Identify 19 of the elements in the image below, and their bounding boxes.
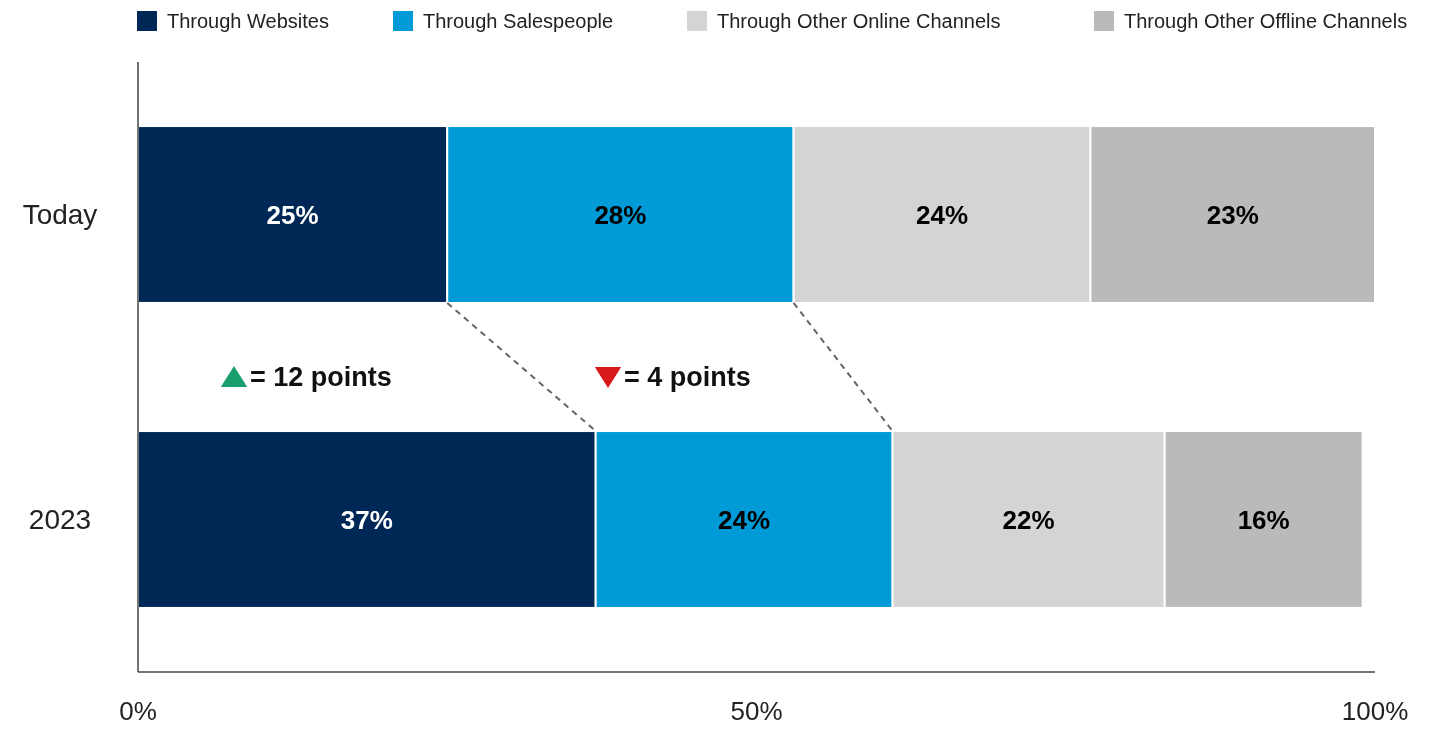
x-tick-label: 100% <box>1341 696 1409 726</box>
annotation: = 12 points <box>250 362 392 393</box>
y-tick-label: 2023 <box>28 504 92 536</box>
annotation: = 4 points <box>624 362 751 393</box>
data-label: 24% <box>916 199 969 230</box>
legend-label: Through Salespeople <box>423 10 614 32</box>
data-label: 28% <box>594 199 647 230</box>
y-tick-label: Today <box>22 199 98 231</box>
data-label: 24% <box>718 504 771 535</box>
x-tick-label: 50% <box>730 696 783 726</box>
x-tick-label: 0% <box>119 696 157 726</box>
legend-label: Through Other Offline Channels <box>1124 10 1408 32</box>
data-label: 22% <box>1002 504 1055 535</box>
data-label: 37% <box>340 504 393 535</box>
data-label: 16% <box>1237 504 1290 535</box>
legend-label: Through Other Online Channels <box>717 10 1001 32</box>
legend-label: Through Websites <box>167 10 329 32</box>
data-label: 23% <box>1206 199 1259 230</box>
data-label: 25% <box>266 199 319 230</box>
